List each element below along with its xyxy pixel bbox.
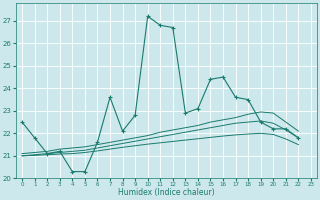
X-axis label: Humidex (Indice chaleur): Humidex (Indice chaleur): [118, 188, 215, 197]
